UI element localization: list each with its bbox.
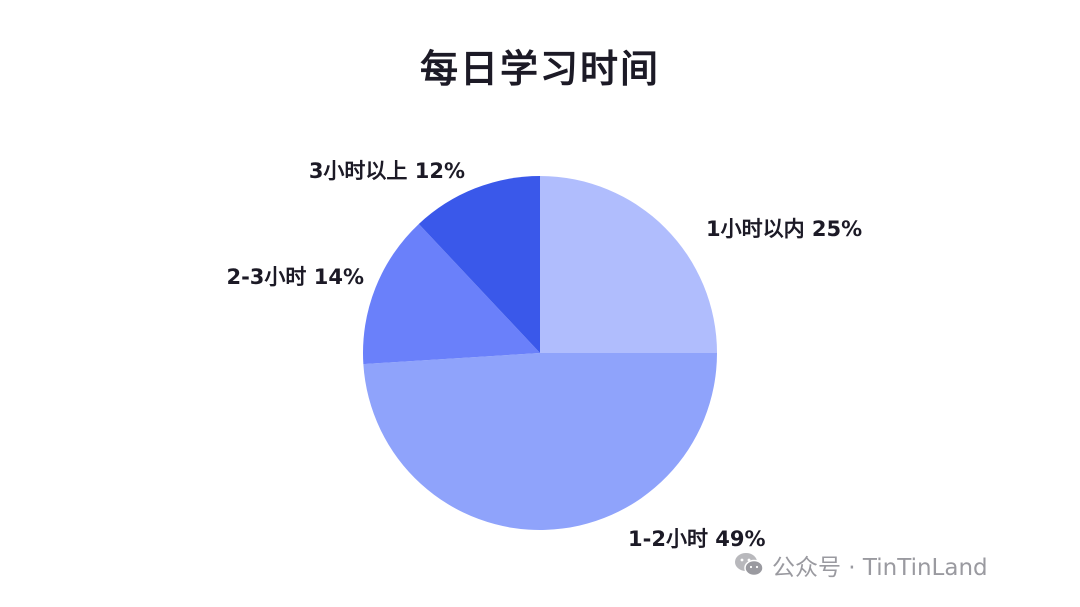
slice-label-4: 3小时以上 12%	[309, 159, 465, 183]
pie-slice-3	[363, 223, 540, 365]
slice-label-1: 1小时以内 25%	[706, 217, 862, 241]
slice-label-2: 1-2小时 49%	[628, 527, 766, 551]
slice-label-3: 2-3小时 14%	[226, 265, 364, 289]
pie-slice-4	[418, 176, 540, 353]
pie-labels: 1小时以内 25% 1-2小时 49% 2-3小时 14% 3小时以上 12%	[226, 159, 862, 551]
pie-slices	[363, 176, 717, 530]
pie-slice-1	[540, 176, 717, 353]
watermark: 公众号 · TinTinLand	[734, 549, 988, 581]
watermark-text: 公众号 · TinTinLand	[772, 555, 988, 581]
pie-slice-2	[363, 353, 717, 530]
wechat-icon	[735, 553, 764, 577]
chart-title: 每日学习时间	[419, 47, 660, 91]
